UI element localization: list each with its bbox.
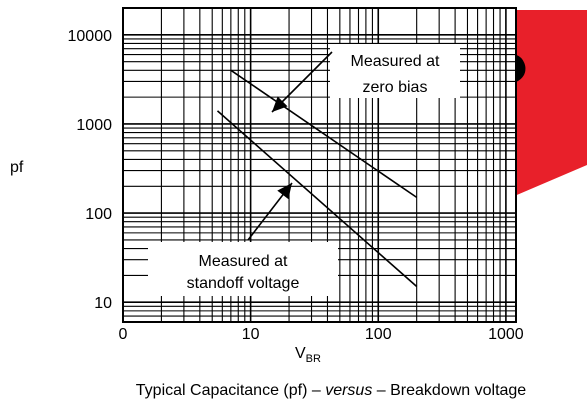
annotations: Measured at zero bias Measured at standoff … bbox=[148, 44, 460, 296]
x-axis-label-sub: BR bbox=[306, 353, 321, 365]
series-line bbox=[216, 110, 418, 288]
caption-after: – Breakdown voltage bbox=[372, 382, 526, 399]
annotation-box bbox=[148, 242, 338, 296]
y-axis-label: pf bbox=[10, 159, 24, 176]
x-tick-label: 10 bbox=[242, 326, 260, 343]
annotation-arrowhead bbox=[277, 183, 292, 200]
series-line bbox=[230, 69, 418, 199]
x-axis-label-main: V bbox=[295, 345, 306, 362]
caption-versus: versus bbox=[325, 382, 372, 399]
y-tick-label: 10 bbox=[94, 295, 112, 312]
x-axis-label: VBR bbox=[295, 345, 321, 365]
y-tick-label: 1000 bbox=[76, 117, 112, 134]
x-tick-label: 1000 bbox=[488, 326, 524, 343]
x-tick-label: 0 bbox=[119, 326, 128, 343]
annotation-text: Measured at bbox=[199, 253, 288, 270]
plot-frame bbox=[122, 7, 517, 323]
annotation-text: standoff voltage bbox=[187, 275, 300, 292]
y-tick-labels: 10 100 1000 10000 bbox=[68, 28, 113, 312]
caption-before: Typical Capacitance (pf) – bbox=[136, 382, 325, 399]
annotation-arrowhead bbox=[272, 96, 288, 112]
x-tick-label: 100 bbox=[365, 326, 392, 343]
chart-caption: Typical Capacitance (pf) – versus – Brea… bbox=[136, 382, 527, 399]
annotation-box bbox=[330, 44, 460, 98]
series-layer bbox=[216, 51, 418, 288]
x-tick-labels: 0 10 100 1000 bbox=[119, 326, 524, 343]
y-tick-label: 10000 bbox=[68, 28, 113, 45]
y-tick-label: 100 bbox=[85, 206, 112, 223]
annotation-text: zero bias bbox=[363, 79, 428, 96]
annotation-text: Measured at bbox=[351, 53, 440, 70]
